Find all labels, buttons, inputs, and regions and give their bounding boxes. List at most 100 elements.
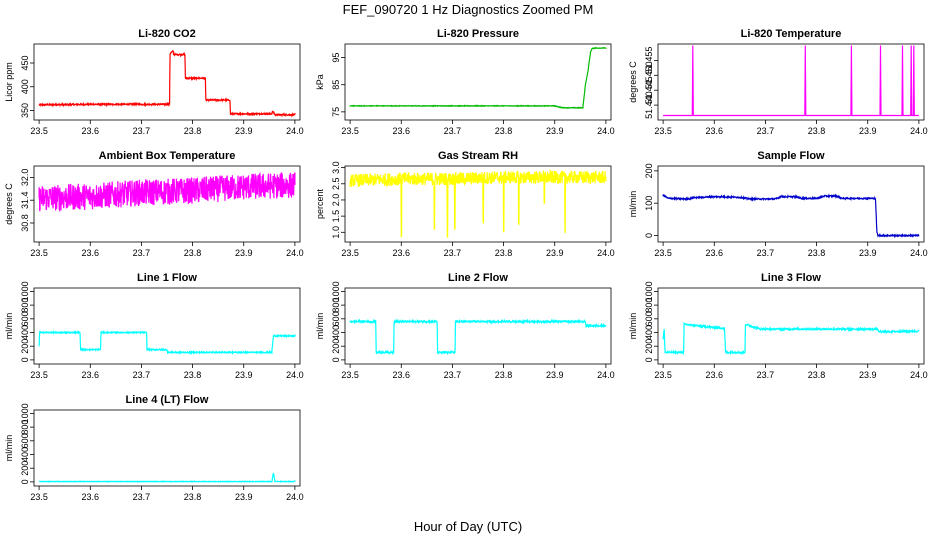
x-tick-label: 23.6 (393, 126, 411, 136)
plot-frame (33, 409, 301, 487)
x-tick-label: 24.0 (286, 492, 304, 502)
x-tick-label: 23.8 (808, 126, 826, 136)
x-tick-label: 23.5 (341, 370, 359, 380)
y-axis-label: kPa (315, 74, 325, 90)
y-tick-label: 400 (644, 325, 654, 340)
figure-title: FEF_090720 1 Hz Diagnostics Zoomed PM (343, 2, 594, 17)
y-tick-label: 400 (20, 447, 30, 462)
panel-title: Ambient Box Temperature (99, 150, 236, 162)
x-tick-label: 23.9 (859, 370, 877, 380)
plot-frame (344, 165, 612, 243)
series-line-line-2-flow (349, 318, 607, 356)
y-axis-label: ml/min (4, 435, 14, 462)
x-tick-label: 23.5 (30, 370, 48, 380)
y-tick-label: 200 (644, 339, 654, 354)
x-tick-label: 24.0 (910, 248, 928, 258)
x-tick-label: 23.9 (235, 248, 253, 258)
x-tick-label: 23.6 (82, 126, 100, 136)
y-axis-label: percent (315, 188, 325, 219)
x-tick-label: 23.5 (30, 126, 48, 136)
y-tick-label: 0 (20, 479, 30, 484)
panel-line-1-flow: Line 1 Flow 23.5 23.6 23.7 23.8 23.9 24.0 0 2004… (4, 272, 304, 380)
y-tick-label: 31.4 (20, 191, 30, 209)
y-tick-label: 400 (331, 325, 341, 340)
plot-frame (33, 165, 301, 243)
x-tick-label: 23.6 (82, 248, 100, 258)
figure-x-axis-label: Hour of Day (UTC) (414, 519, 522, 534)
x-tick-label: 23.9 (859, 248, 877, 258)
x-tick-label: 23.7 (757, 248, 775, 258)
x-tick-label: 24.0 (286, 126, 304, 136)
x-tick-label: 23.6 (706, 370, 724, 380)
plot-frame (657, 43, 925, 121)
y-tick-label: 1000 (20, 281, 30, 301)
x-tick-label: 24.0 (286, 370, 304, 380)
x-tick-label: 23.9 (235, 370, 253, 380)
x-tick-label: 23.5 (654, 370, 672, 380)
x-tick-label: 23.8 (495, 370, 513, 380)
panel-title: Li-820 Temperature (741, 28, 842, 40)
y-tick-label: 95 (331, 53, 341, 63)
series-line-gas-stream-rh (349, 168, 607, 238)
plot-frame (344, 43, 612, 121)
y-tick-label: 600 (20, 311, 30, 326)
series-line-line-4-lt-flow (38, 472, 296, 484)
panel-title: Sample Flow (757, 150, 825, 162)
panel-line-3-flow: Line 3 Flow 23.5 23.6 23.7 23.8 23.9 24.0 0 2004… (628, 272, 928, 380)
y-tick-label: 51.445 (644, 76, 654, 104)
x-tick-label: 24.0 (910, 370, 928, 380)
y-tick-label: 100 (644, 196, 654, 211)
y-tick-label: 51.440 (644, 91, 654, 119)
x-tick-label: 23.9 (546, 248, 564, 258)
x-tick-label: 23.8 (184, 370, 202, 380)
x-tick-label: 23.6 (82, 370, 100, 380)
y-tick-label: 200 (20, 339, 30, 354)
y-axis-label: Licor ppm (4, 62, 14, 102)
x-tick-label: 23.7 (444, 126, 462, 136)
plot-frame (344, 287, 612, 365)
panel-gas-stream-rh: Gas Stream RH 23.5 23.6 23.7 23.8 23.9 24.0 1.0… (315, 150, 615, 258)
x-tick-label: 23.7 (444, 370, 462, 380)
panel-li-820-temperature: Li-820 Temperature 23.5 23.6 23.7 23.8 23.9 24… (628, 28, 928, 136)
plot-frame (657, 287, 925, 365)
y-axis-label: ml/min (315, 313, 325, 340)
y-tick-label: 350 (20, 103, 30, 118)
x-tick-label: 23.7 (133, 126, 151, 136)
y-tick-label: 400 (20, 79, 30, 94)
x-tick-label: 23.8 (495, 126, 513, 136)
y-tick-label: 0 (644, 233, 654, 238)
series-line-line-1-flow (38, 329, 296, 356)
y-tick-label: 600 (644, 311, 654, 326)
x-tick-label: 23.7 (133, 370, 151, 380)
y-tick-label: 600 (331, 311, 341, 326)
y-tick-label: 0 (644, 357, 654, 362)
y-tick-label: 0 (20, 357, 30, 362)
y-tick-label: 1000 (20, 403, 30, 423)
x-tick-label: 23.5 (30, 492, 48, 502)
y-tick-label: 1.5 (331, 210, 341, 223)
y-tick-label: 85 (331, 80, 341, 90)
panel-title: Li-820 Pressure (437, 28, 519, 40)
y-tick-label: 450 (20, 55, 30, 70)
y-tick-label: 600 (20, 433, 30, 448)
x-tick-label: 23.8 (808, 370, 826, 380)
x-tick-label: 23.6 (706, 126, 724, 136)
series-line-ambient-box-temperature (38, 171, 296, 213)
y-tick-label: 3.0 (331, 161, 341, 174)
y-axis-label: degrees C (628, 61, 638, 103)
x-tick-label: 23.9 (235, 126, 253, 136)
y-tick-label: 800 (20, 420, 30, 435)
y-tick-label: 400 (20, 325, 30, 340)
x-tick-label: 23.5 (654, 248, 672, 258)
x-tick-label: 23.8 (808, 248, 826, 258)
y-axis-label: ml/min (628, 313, 638, 340)
x-tick-label: 23.8 (184, 492, 202, 502)
x-tick-label: 23.9 (859, 126, 877, 136)
panel-li-820-pressure: Li-820 Pressure 23.5 23.6 23.7 23.8 23.9 24.0 7… (315, 28, 615, 136)
y-tick-label: 200 (644, 163, 654, 178)
y-tick-label: 200 (331, 339, 341, 354)
x-tick-label: 24.0 (910, 126, 928, 136)
plot-frame (33, 43, 301, 121)
series-line-sample-flow (662, 193, 920, 239)
